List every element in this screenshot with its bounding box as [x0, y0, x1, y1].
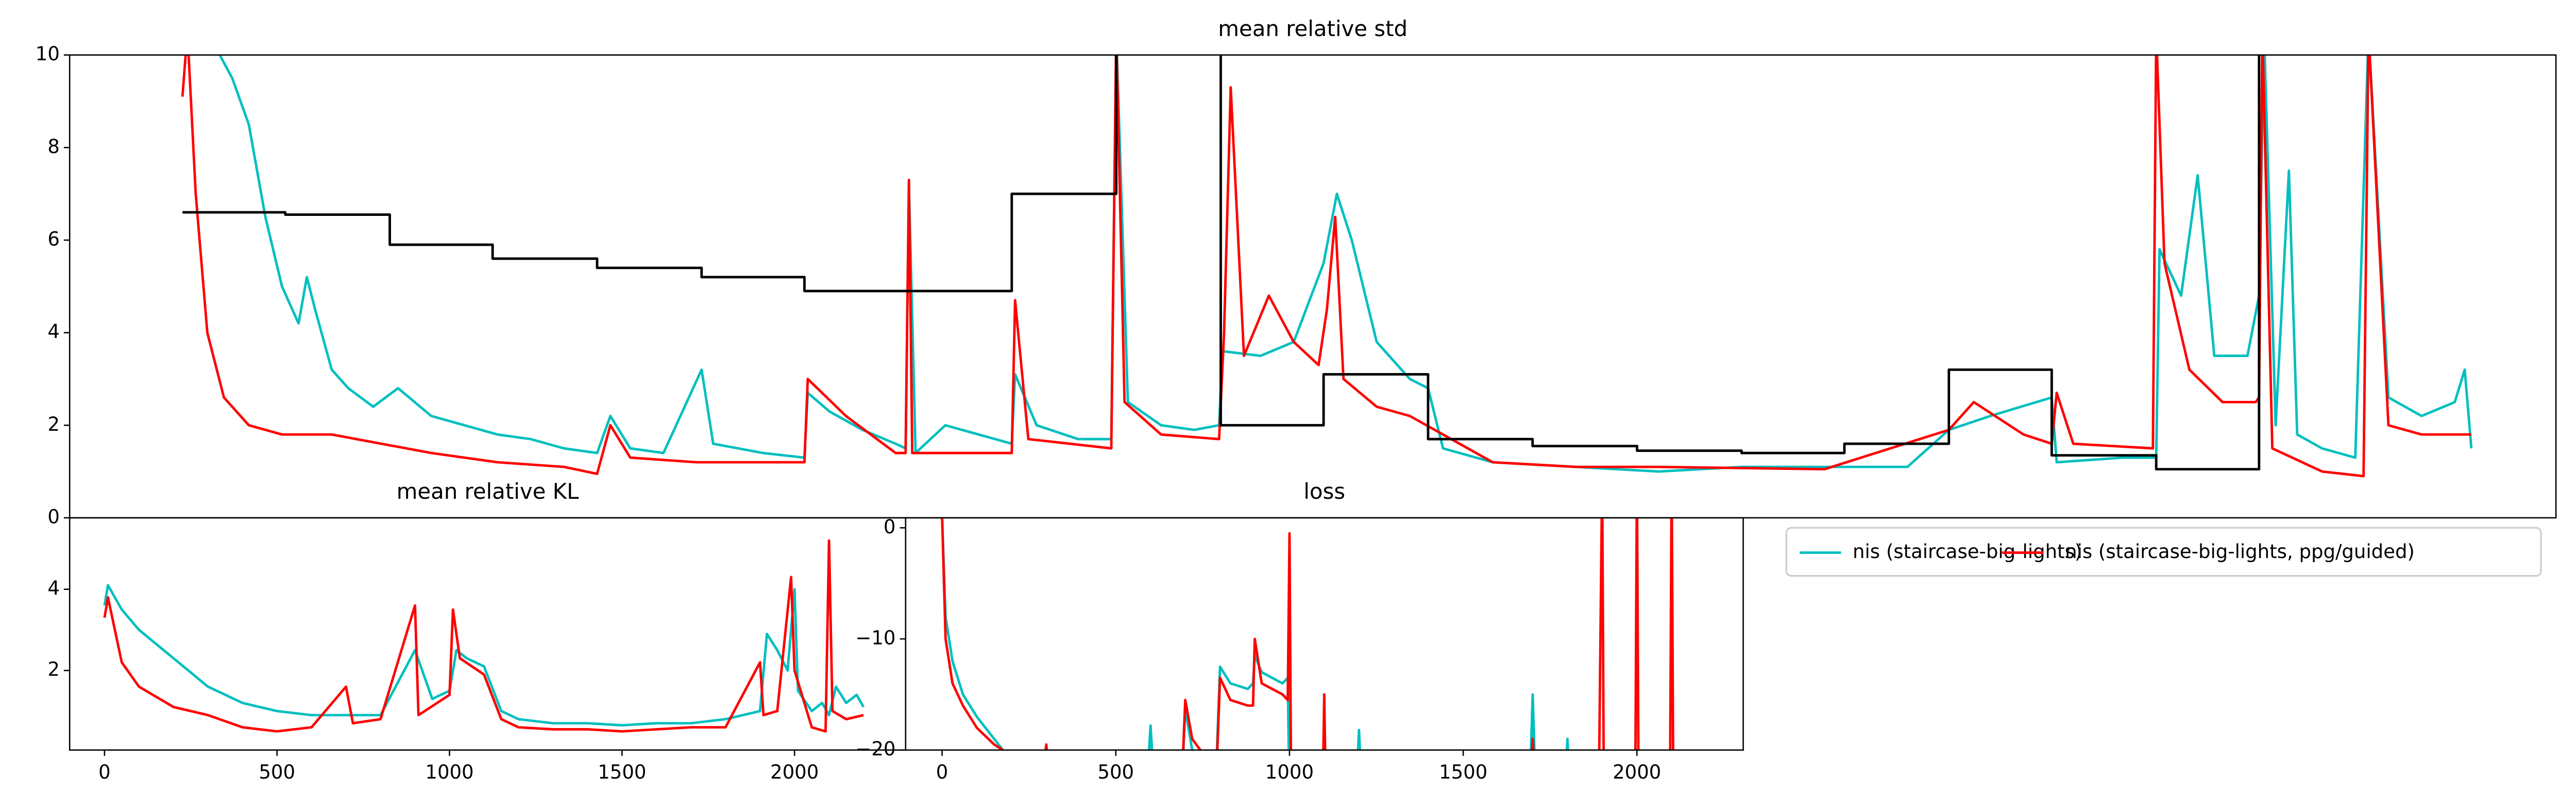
y-tick-label: 0 — [884, 516, 896, 538]
series-line — [941, 517, 1674, 750]
y-tick-label: 4 — [47, 577, 60, 599]
x-tick-label: 1000 — [425, 761, 473, 783]
legend: nis (staircase-big-lights) nis (staircas… — [1785, 527, 2542, 577]
y-tick-label: 0 — [47, 505, 60, 528]
series-line — [218, 55, 2473, 473]
y-tick-label: −20 — [855, 738, 895, 760]
chart-title: loss — [1303, 479, 1345, 504]
axes-frame — [905, 517, 1744, 751]
y-tick-label: 2 — [47, 413, 60, 435]
x-tick-label: 2000 — [770, 761, 819, 783]
y-tick-label: 4 — [47, 320, 60, 343]
x-tick-label: 0 — [98, 761, 111, 783]
series-line — [941, 517, 1569, 750]
x-tick-label: 0 — [936, 761, 948, 783]
series-line — [103, 584, 865, 727]
chart-title: mean relative std — [1218, 16, 1408, 41]
legend-label: nis (staircase-big-lights, ppg/guided) — [2065, 541, 2415, 563]
y-tick-label: −10 — [855, 627, 895, 649]
y-tick-label: 2 — [47, 659, 60, 681]
series-line — [181, 55, 2471, 478]
series-line — [103, 539, 864, 733]
y-tick-label: 10 — [36, 43, 60, 65]
x-tick-label: 2000 — [1613, 761, 1661, 783]
axes: 0 2 4 6 8 10 mean relative std — [36, 16, 2557, 528]
x-tick-label: 1000 — [1265, 761, 1314, 783]
y-tick-label: 6 — [47, 228, 60, 250]
x-tick-label: 1500 — [598, 761, 646, 783]
axes: 0 −10 −20 0 500 1000 1500 2000 loss — [855, 479, 1744, 783]
legend-box — [1785, 527, 2542, 577]
legend-label: nis (staircase-big-lights) — [1853, 541, 2082, 563]
x-tick-label: 1500 — [1439, 761, 1487, 783]
series-line — [182, 55, 2261, 471]
x-tick-label: 500 — [1097, 761, 1134, 783]
y-tick-label: 8 — [47, 136, 60, 158]
chart-title: mean relative KL — [397, 479, 580, 504]
x-tick-label: 500 — [259, 761, 295, 783]
